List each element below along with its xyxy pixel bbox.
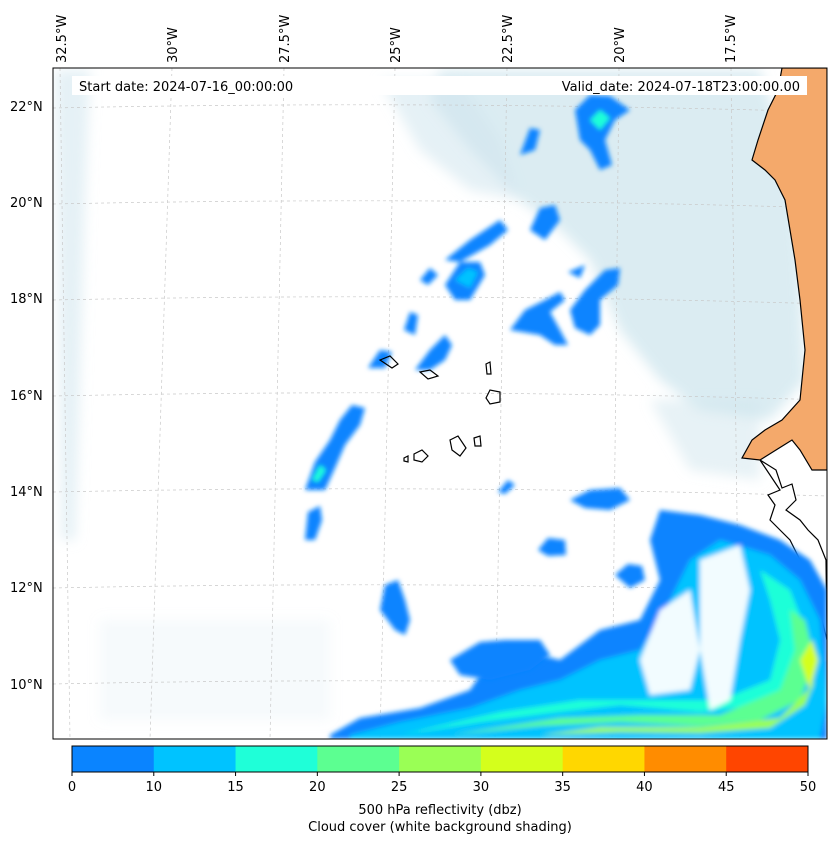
colorbar-swatch bbox=[644, 746, 727, 772]
islands-cape-verde bbox=[378, 355, 501, 463]
colorbar-swatch bbox=[153, 746, 237, 772]
land-africa bbox=[741, 68, 827, 471]
start-date-text: Start date: 2024-07-16_00:00:00 bbox=[79, 80, 293, 95]
colorbar-swatch bbox=[562, 746, 645, 772]
valid-date-text: Valid_date: 2024-07-18T23:00:00.00 bbox=[562, 80, 800, 95]
colorbar-ticks: 0 10 15 20 25 30 35 40 45 50 bbox=[68, 772, 816, 795]
lon-label: 27.5°W bbox=[278, 15, 293, 63]
lat-label: 20°N bbox=[10, 196, 43, 211]
colorbar-swatches bbox=[72, 746, 809, 772]
lon-label: 30°W bbox=[166, 27, 181, 63]
colorbar-swatch bbox=[726, 746, 809, 772]
colorbar-swatch bbox=[480, 746, 564, 772]
colorbar-label: 500 hPa reflectivity (dbz) bbox=[358, 803, 521, 818]
map-panel bbox=[53, 68, 827, 739]
colorbar-tick-label: 25 bbox=[391, 780, 408, 795]
reflectivity-cells bbox=[305, 95, 645, 680]
colorbar-tick-label: 20 bbox=[309, 780, 326, 795]
lat-label: 14°N bbox=[10, 485, 43, 500]
colorbar-swatch bbox=[235, 746, 318, 772]
colorbar-tick-label: 30 bbox=[473, 780, 490, 795]
lon-label: 17.5°W bbox=[724, 15, 739, 63]
colorbar-swatch bbox=[399, 746, 482, 772]
cloud-cover-shading bbox=[55, 70, 805, 720]
colorbar-tick-label: 50 bbox=[800, 780, 817, 795]
colorbar-tick-label: 35 bbox=[554, 780, 571, 795]
longitude-labels: 32.5°W 30°W 27.5°W 25°W 22.5°W 20°W 17.5… bbox=[55, 15, 739, 63]
lat-label: 16°N bbox=[10, 389, 43, 404]
colorbar-frame bbox=[71, 745, 809, 773]
lon-label: 32.5°W bbox=[55, 15, 70, 63]
colorbar-swatch bbox=[72, 746, 155, 772]
reflectivity-field bbox=[330, 510, 827, 739]
lat-label: 18°N bbox=[10, 292, 43, 307]
colorbar-tick-label: 45 bbox=[718, 780, 735, 795]
date-header: Start date: 2024-07-16_00:00:00 Valid_da… bbox=[72, 76, 807, 95]
lon-label: 22.5°W bbox=[501, 15, 516, 63]
colorbar-tick-label: 10 bbox=[146, 780, 163, 795]
colorbar-tick-label: 40 bbox=[636, 780, 653, 795]
colorbar-tick-label: 15 bbox=[227, 780, 244, 795]
lat-label: 10°N bbox=[10, 678, 43, 693]
lon-label: 20°W bbox=[613, 27, 628, 63]
colorbar-tick-label: 0 bbox=[68, 780, 76, 795]
lat-label: 22°N bbox=[10, 100, 43, 115]
latitude-labels: 22°N 20°N 18°N 16°N 14°N 12°N 10°N bbox=[10, 100, 43, 693]
colorbar-sublabel: Cloud cover (white background shading) bbox=[308, 820, 572, 835]
lat-label: 12°N bbox=[10, 581, 43, 596]
colorbar-swatch bbox=[317, 746, 400, 772]
map-frame bbox=[52, 67, 828, 740]
lon-label: 25°W bbox=[389, 27, 404, 63]
colorbar: 0 10 15 20 25 30 35 40 45 50 500 hPa reflectivity… bbox=[68, 745, 816, 835]
